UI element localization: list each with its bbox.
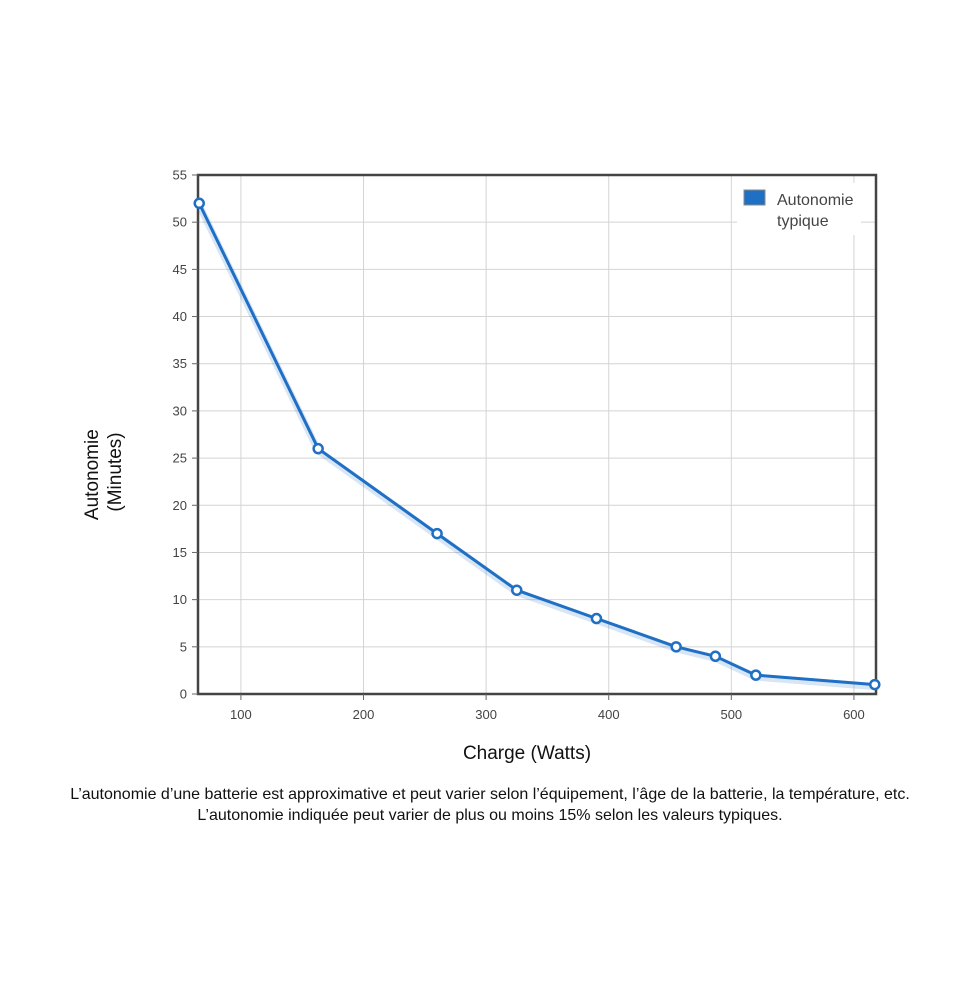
data-point [193, 197, 205, 210]
data-point [312, 442, 324, 455]
series-line [197, 202, 875, 687]
legend-label: Autonomie typique [777, 192, 858, 230]
chart-caption: L’autonomie d’une batterie est approxima… [70, 786, 910, 824]
x-tick-label: 400 [598, 707, 620, 722]
legend-label-line-1: Autonomie [777, 192, 854, 209]
runtime-chart: 0 5 10 15 20 25 30 35 40 45 50 55 100 200 300 400 500 60… [82, 168, 881, 764]
y-tick-label: 40 [173, 309, 187, 324]
legend-label-line-2: typique [777, 213, 829, 230]
data-point [869, 678, 881, 691]
x-tick-label: 300 [475, 707, 497, 722]
y-tick-label: 30 [173, 403, 187, 418]
grid [198, 175, 876, 694]
y-axis-title-line-2: (Minutes) [105, 432, 126, 511]
x-axis-ticks: 100 200 300 400 500 600 [230, 694, 865, 722]
data-point [670, 641, 682, 653]
data-point [431, 527, 443, 540]
plot-frame [196, 173, 878, 696]
y-tick-label: 0 [180, 687, 187, 702]
y-axis-title-text: Autonomie (Minutes) [82, 424, 126, 520]
y-tick-label: 10 [173, 592, 187, 607]
y-tick-label: 55 [173, 168, 187, 183]
legend-swatch [743, 189, 766, 206]
y-tick-label: 5 [180, 639, 187, 654]
y-tick-label: 50 [173, 215, 187, 230]
x-tick-label: 600 [843, 707, 865, 722]
x-tick-label: 500 [720, 707, 742, 722]
data-point [709, 650, 722, 663]
series-layer [193, 197, 881, 691]
series-line-shadow [196, 203, 876, 691]
data-point [750, 669, 762, 681]
y-tick-label: 45 [173, 262, 187, 277]
x-tick-label: 200 [353, 707, 375, 722]
y-tick-label: 15 [173, 545, 187, 560]
legend: Autonomie typique [737, 183, 861, 235]
y-tick-label: 20 [173, 498, 187, 513]
x-tick-label: 100 [230, 707, 252, 722]
y-tick-label: 25 [173, 451, 187, 466]
y-axis-title: Autonomie (Minutes) [82, 424, 126, 520]
data-point [590, 612, 603, 625]
data-point [511, 584, 523, 596]
y-tick-label: 35 [173, 356, 187, 371]
y-axis-title-line-1: Autonomie [82, 429, 103, 520]
y-axis-ticks: 0 5 10 15 20 25 30 35 40 45 50 55 [173, 168, 198, 702]
x-axis-title: Charge (Watts) [463, 743, 591, 764]
